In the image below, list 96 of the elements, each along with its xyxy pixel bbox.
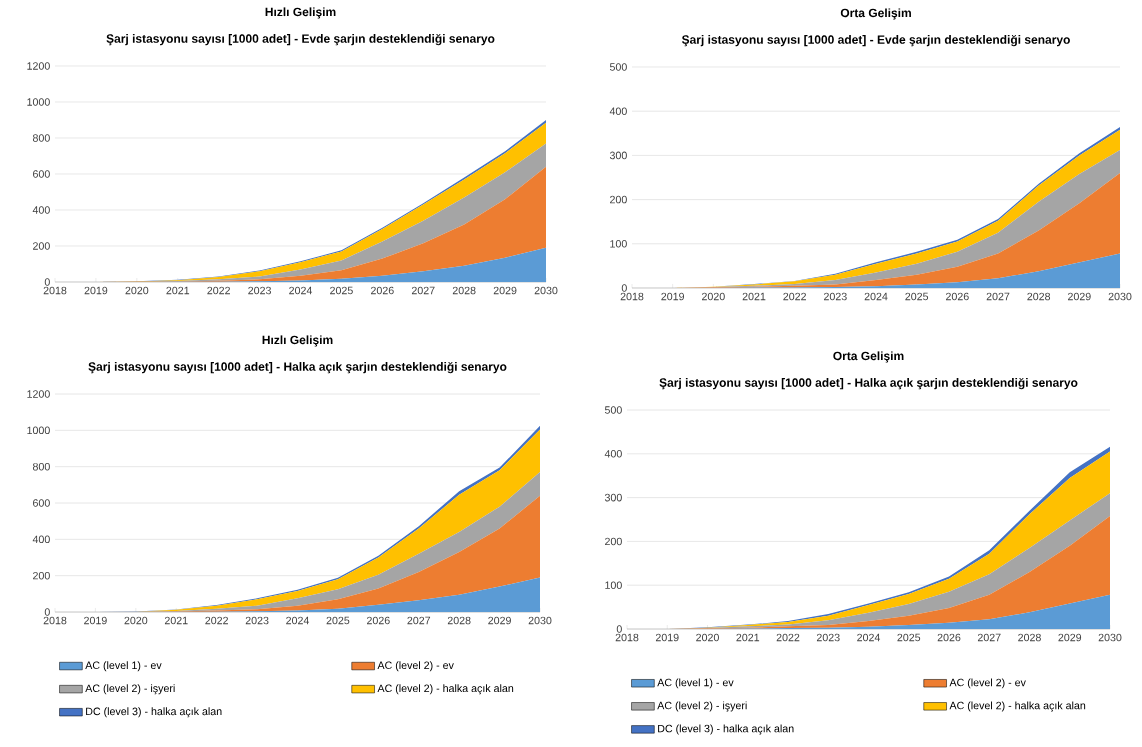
x-tick-label: 2018 — [43, 286, 67, 295]
x-tick-label: 2020 — [124, 616, 148, 625]
x-tick-label: 2020 — [125, 286, 149, 295]
x-tick-label: 2023 — [248, 286, 271, 295]
y-tick-label: 400 — [32, 206, 50, 214]
y-tick-label: 400 — [604, 450, 622, 458]
x-tick-label: 2020 — [696, 633, 719, 642]
legend-label: DC (level 3) - halka açık alan — [658, 724, 794, 735]
legend-label: AC (level 2) - halka açık alan — [949, 701, 1086, 712]
x-tick-label: 2023 — [824, 292, 847, 301]
x-tick-label: 2025 — [905, 292, 929, 301]
x-tick-label: 2027 — [411, 286, 435, 295]
legend-label: AC (level 2) - işyeri — [85, 684, 175, 695]
x-tick-label: 2026 — [937, 633, 961, 642]
x-tick-label: 2020 — [702, 292, 725, 301]
x-tick-label: 2021 — [736, 633, 760, 642]
x-tick-label: 2026 — [371, 286, 394, 295]
chart-title: Hızlı Gelişim — [265, 7, 336, 19]
x-tick-label: 2030 — [534, 286, 558, 295]
chart-subtitle: Şarj istasyonu sayısı [1000 adet] - Evde şarjın desteklendiği senaryo — [106, 33, 495, 46]
y-tick-label: 1200 — [27, 390, 50, 398]
chart-subtitle: Şarj istasyonu sayısı [1000 adet] - Halka açık şarjın desteklendiği senaryo — [659, 377, 1078, 390]
y-tick-label: 100 — [605, 581, 622, 589]
y-tick-label: 1000 — [27, 98, 50, 106]
chart-title: Orta Gelişim — [833, 351, 904, 363]
x-tick-label: 2024 — [289, 286, 313, 295]
x-tick-label: 2019 — [84, 616, 107, 625]
y-tick-label: 100 — [610, 240, 627, 248]
x-tick-label: 2028 — [1027, 292, 1051, 301]
y-tick-label: 200 — [33, 242, 50, 250]
x-tick-label: 2030 — [528, 616, 552, 625]
x-tick-label: 2022 — [207, 286, 230, 295]
chart-subtitle: Şarj istasyonu sayısı [1000 adet] - Evde şarjın desteklendiği senaryo — [681, 34, 1070, 47]
y-tick-label: 0 — [621, 284, 627, 292]
x-tick-label: 2023 — [245, 616, 269, 625]
x-tick-label: 2018 — [43, 616, 67, 625]
x-tick-label: 2029 — [488, 616, 511, 625]
chart-subtitle: Şarj istasyonu sayısı [1000 adet] - Halka açık şarjın desteklendiği senaryo — [88, 361, 507, 374]
y-tick-label: 0 — [616, 625, 622, 633]
y-tick-label: 200 — [605, 537, 622, 546]
x-tick-label: 2022 — [776, 633, 800, 642]
x-tick-label: 2028 — [447, 616, 471, 625]
x-tick-label: 2019 — [661, 292, 685, 301]
x-tick-label: 2021 — [742, 292, 766, 301]
x-tick-label: 2027 — [407, 616, 431, 625]
legend-label: AC (level 2) - halka açık alan — [377, 684, 514, 695]
x-tick-label: 2027 — [986, 292, 1010, 301]
y-tick-label: 800 — [32, 134, 50, 142]
chart-title: Orta Gelişim — [840, 8, 911, 20]
legend-label: DC (level 3) - halka açık alan — [86, 707, 222, 718]
y-tick-label: 0 — [44, 278, 50, 286]
y-tick-label: 500 — [604, 406, 622, 414]
y-tick-label: 400 — [32, 535, 50, 544]
x-tick-label: 2029 — [493, 286, 517, 295]
x-tick-label: 2026 — [367, 616, 390, 625]
y-tick-label: 300 — [609, 151, 627, 160]
y-tick-label: 300 — [604, 493, 622, 502]
y-tick-label: 400 — [609, 107, 627, 115]
x-tick-label: 2022 — [205, 616, 228, 625]
x-tick-label: 2024 — [864, 292, 888, 301]
x-tick-label: 2021 — [166, 286, 190, 295]
x-tick-label: 2025 — [897, 633, 921, 642]
x-tick-label: 2030 — [1098, 633, 1122, 642]
x-tick-label: 2024 — [286, 616, 310, 625]
x-tick-label: 2019 — [84, 286, 108, 295]
legend-label: AC (level 1) - ev — [85, 661, 162, 672]
y-tick-label: 600 — [33, 499, 50, 507]
legend-label: AC (level 1) - ev — [657, 678, 734, 689]
y-tick-label: 200 — [33, 571, 50, 580]
y-tick-label: 500 — [609, 63, 627, 71]
chart-title: Hızlı Gelişim — [262, 335, 333, 347]
x-tick-label: 2023 — [816, 633, 840, 642]
x-tick-label: 2026 — [946, 292, 969, 301]
x-tick-label: 2018 — [615, 633, 639, 642]
y-tick-label: 1200 — [27, 62, 50, 70]
x-tick-label: 2028 — [452, 286, 476, 295]
y-tick-label: 200 — [610, 195, 627, 204]
y-tick-label: 0 — [44, 608, 50, 616]
x-tick-label: 2024 — [857, 633, 881, 642]
x-tick-label: 2025 — [326, 616, 350, 625]
x-tick-label: 2029 — [1068, 292, 1091, 301]
x-tick-label: 2021 — [164, 616, 188, 625]
x-tick-label: 2018 — [620, 292, 644, 301]
legend-label: AC (level 2) - işyeri — [657, 701, 747, 712]
y-tick-label: 600 — [33, 170, 50, 178]
legend-label: AC (level 2) - ev — [949, 678, 1026, 689]
x-tick-label: 2029 — [1058, 633, 1082, 642]
legend-label: AC (level 2) - ev — [377, 661, 454, 672]
x-tick-label: 2019 — [655, 633, 679, 642]
x-tick-label: 2027 — [977, 633, 1001, 642]
x-tick-label: 2030 — [1108, 292, 1132, 301]
x-tick-label: 2022 — [783, 292, 806, 301]
x-tick-label: 2028 — [1018, 633, 1041, 642]
y-tick-label: 1000 — [27, 426, 50, 435]
y-tick-label: 800 — [32, 462, 50, 471]
x-tick-label: 2025 — [330, 286, 353, 295]
